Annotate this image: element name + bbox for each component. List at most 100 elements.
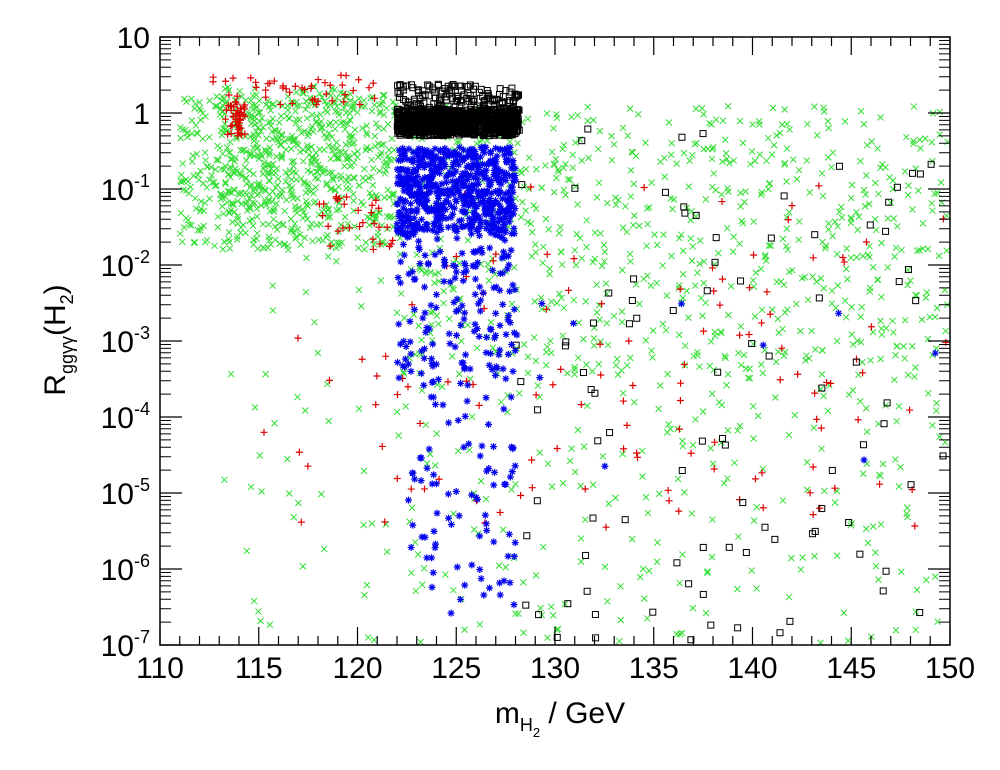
point-x <box>427 268 434 276</box>
point-x <box>893 343 901 350</box>
point-star <box>407 222 415 230</box>
point-plus <box>718 198 726 206</box>
point-star <box>417 369 425 377</box>
point-x <box>917 145 924 152</box>
point-x <box>913 247 921 255</box>
point-x <box>558 248 565 256</box>
point-x <box>706 362 714 370</box>
point-x <box>385 146 393 154</box>
point-square <box>425 103 433 111</box>
point-x <box>234 213 241 220</box>
point-star <box>466 192 474 200</box>
point-x <box>781 106 789 113</box>
point-x <box>679 551 686 558</box>
point-star <box>501 228 509 236</box>
point-star <box>455 161 463 169</box>
point-x <box>686 157 693 165</box>
point-x <box>860 186 868 194</box>
point-plus <box>209 78 217 86</box>
point-x <box>744 374 752 382</box>
point-plus <box>328 97 336 105</box>
point-x <box>848 303 855 311</box>
point-star <box>395 374 403 382</box>
point-square <box>828 466 836 474</box>
point-star <box>462 267 470 275</box>
point-x <box>834 282 842 289</box>
point-x <box>572 139 579 147</box>
point-x <box>342 141 350 149</box>
point-star <box>471 290 479 298</box>
point-x <box>249 92 257 99</box>
point-x <box>257 202 265 209</box>
point-x <box>249 106 257 114</box>
point-x <box>303 254 310 262</box>
point-x <box>294 499 302 507</box>
point-star <box>511 205 519 213</box>
point-square <box>468 108 476 116</box>
point-x <box>882 324 890 332</box>
point-x <box>863 460 871 468</box>
point-plus <box>452 252 460 260</box>
y-tick-label: 1 <box>133 98 150 131</box>
point-star <box>409 268 417 276</box>
point-star <box>437 164 445 172</box>
x-axis-title: mH2 / GeV <box>495 697 625 740</box>
point-star <box>460 146 468 154</box>
point-x <box>844 637 852 644</box>
point-plus <box>862 238 870 246</box>
point-plus <box>229 74 237 82</box>
point-square <box>500 129 508 137</box>
point-x <box>663 429 671 436</box>
point-x <box>318 208 326 216</box>
point-square <box>394 89 402 97</box>
point-x <box>554 166 562 173</box>
point-x <box>936 131 944 139</box>
point-star <box>431 145 439 153</box>
point-star <box>449 210 457 218</box>
point-star <box>495 215 503 223</box>
point-star <box>412 227 420 235</box>
point-square <box>458 98 466 106</box>
point-x <box>530 334 538 341</box>
point-x <box>223 199 231 206</box>
point-x <box>688 208 695 215</box>
point-x <box>778 121 786 128</box>
point-x <box>610 141 618 148</box>
point-plus <box>252 83 260 91</box>
point-star <box>431 544 439 552</box>
point-star <box>402 207 410 215</box>
point-star <box>395 156 403 164</box>
point-x <box>532 357 540 365</box>
point-x <box>708 390 716 398</box>
point-x <box>282 177 290 185</box>
point-x <box>328 169 336 177</box>
point-plus <box>381 518 389 526</box>
point-star <box>421 193 429 201</box>
point-plus <box>301 86 309 94</box>
point-star <box>477 170 485 178</box>
point-star <box>421 283 429 291</box>
point-x <box>929 421 936 429</box>
point-x <box>350 197 358 205</box>
point-square <box>456 82 464 90</box>
point-star <box>460 269 468 277</box>
point-x <box>341 125 349 133</box>
point-x <box>255 132 262 139</box>
point-x <box>840 609 848 617</box>
point-star <box>471 181 479 189</box>
point-square <box>621 516 629 524</box>
point-x <box>308 111 316 119</box>
data-points <box>176 71 951 647</box>
point-star <box>432 291 440 299</box>
point-x <box>867 357 874 364</box>
point-star <box>432 304 440 312</box>
point-star <box>463 397 471 405</box>
point-star <box>461 208 469 216</box>
point-plus <box>355 76 363 84</box>
point-x <box>779 235 787 243</box>
point-star <box>406 317 414 325</box>
point-x <box>841 117 849 125</box>
point-square <box>499 93 507 101</box>
point-x <box>303 114 311 122</box>
point-star <box>491 197 499 205</box>
